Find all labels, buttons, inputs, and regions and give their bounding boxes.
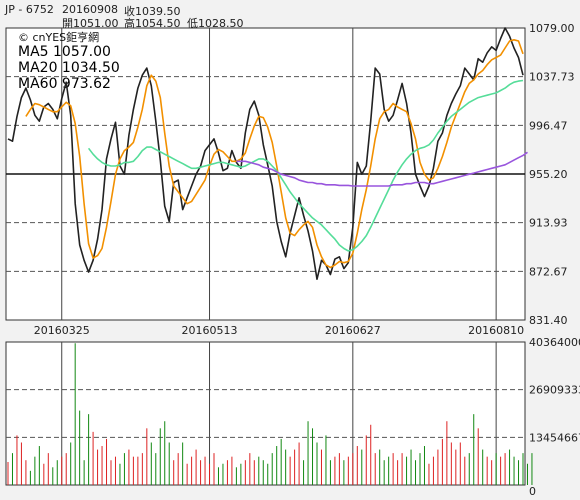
ma5-line	[25, 39, 524, 269]
y-tick-label: 996.47	[529, 119, 568, 132]
y-tick-label: 913.93	[529, 217, 568, 230]
x-tick-label: 20160810	[468, 324, 524, 337]
y-tick-label: 1037.73	[529, 71, 575, 84]
legend-ma20: MA20 1034.50	[18, 60, 120, 76]
close-label: 收1039.50	[124, 5, 181, 18]
volume-plot-area	[5, 341, 526, 486]
ma20-line	[87, 79, 524, 252]
symbol-label: JP - 6752	[5, 3, 54, 16]
open-label: 開1051.00	[62, 17, 119, 30]
high-label: 高1054.50	[124, 17, 181, 30]
volume-y-tick-label: 0	[529, 485, 536, 498]
volume-y-tick-label: 40364000	[529, 336, 580, 349]
x-tick-label: 20160325	[34, 324, 90, 337]
volume-y-tick-label: 13454667	[529, 431, 580, 444]
date-label: 20160908	[62, 3, 118, 16]
volume-y-tick-label: 26909333	[529, 384, 580, 397]
brand-watermark: © cnYES鉅亨網	[18, 30, 99, 44]
y-tick-label: 872.67	[529, 265, 568, 278]
x-tick-label: 20160513	[182, 324, 238, 337]
low-label: 低1028.50	[187, 17, 244, 30]
legend-ma5: MA5 1057.00	[18, 44, 111, 60]
y-tick-label: 1079.00	[529, 22, 575, 35]
y-tick-label: 831.40	[529, 314, 568, 327]
legend-ma60: MA60 973.62	[18, 76, 111, 92]
y-tick-label: 955.20	[529, 168, 568, 181]
ma60-line	[236, 151, 528, 187]
x-tick-label: 20160627	[325, 324, 381, 337]
